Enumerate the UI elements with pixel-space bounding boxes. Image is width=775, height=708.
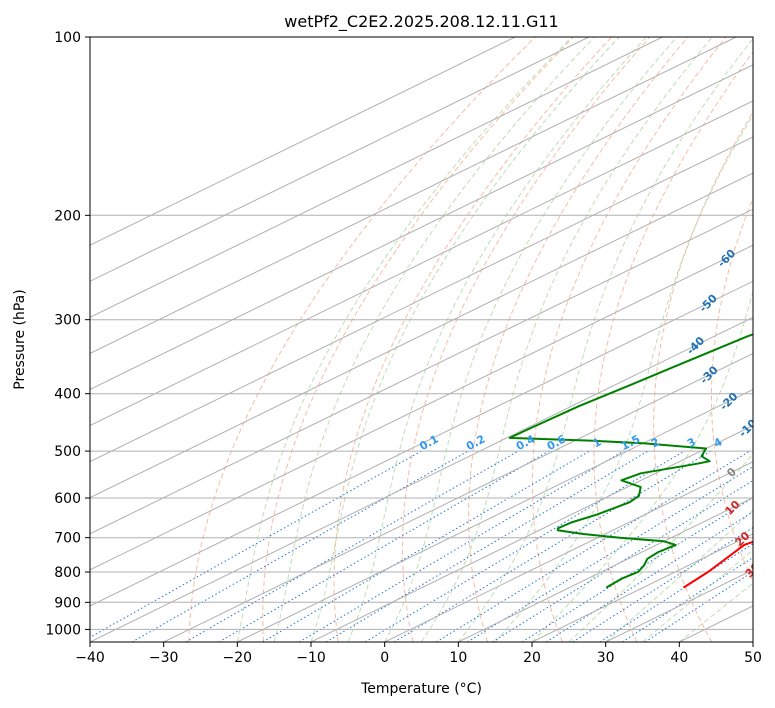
moist-adiabat <box>531 290 753 642</box>
moist-adiabat <box>457 37 753 642</box>
dry-adiabat <box>188 37 536 642</box>
mixing-ratio-line <box>492 479 753 642</box>
isotherm <box>90 316 753 642</box>
moist-adiabat <box>273 37 595 642</box>
isotherm <box>163 352 753 642</box>
y-tick-label: 500 <box>54 444 81 460</box>
y-axis-label: Pressure (hPa) <box>12 289 28 389</box>
dry-adiabat <box>333 37 612 642</box>
y-tick-label: 100 <box>54 30 81 46</box>
isotherm <box>90 208 753 535</box>
dry-adiabat <box>593 51 753 642</box>
x-tick-label: −40 <box>75 650 105 666</box>
mixing-ratio-line <box>90 450 422 638</box>
dry-adiabat <box>653 110 753 642</box>
mixing-ratio-line <box>218 450 550 642</box>
isotherm <box>90 100 753 427</box>
isotherm <box>90 280 753 607</box>
isotherm <box>310 425 753 642</box>
isotherm <box>90 136 753 463</box>
mixing-ratio-line <box>599 543 753 642</box>
dry-adiabat <box>711 196 753 583</box>
dry-adiabat <box>262 37 574 642</box>
mixing-ratio-label: 6 <box>750 435 763 450</box>
x-tick-label: 50 <box>744 650 762 666</box>
isotherm <box>90 37 663 318</box>
mixing-ratio-line <box>298 450 624 642</box>
mixing-ratio-line <box>436 450 751 642</box>
moist-adiabat <box>236 37 573 642</box>
x-tick-label: −10 <box>296 650 326 666</box>
isotherm <box>90 37 516 246</box>
x-tick-label: 30 <box>597 650 615 666</box>
y-tick-label: 900 <box>54 595 81 611</box>
isotherm <box>90 37 590 282</box>
isotherm <box>90 244 753 571</box>
isotherm <box>237 388 753 642</box>
x-tick-label: 0 <box>380 650 389 666</box>
y-tick-label: 1000 <box>45 622 81 638</box>
dry-adiabat <box>468 37 689 642</box>
moist-adiabat <box>494 114 753 642</box>
x-tick-label: 40 <box>670 650 688 666</box>
x-tick-label: 20 <box>523 650 541 666</box>
isotherm <box>531 533 753 642</box>
moist-adiabat <box>384 37 678 642</box>
moist-adiabat <box>421 37 713 642</box>
moist-adiabat <box>568 452 753 642</box>
isotherm <box>90 37 737 354</box>
isotherm <box>384 461 753 642</box>
dry-adiabat <box>531 37 727 642</box>
y-tick-label: 700 <box>54 531 81 547</box>
x-tick-label: 10 <box>449 650 467 666</box>
dry-adiabat <box>401 37 651 642</box>
chart-title: wetPf2_C2E2.2025.208.12.11.G11 <box>284 12 558 32</box>
plot-frame <box>89 36 754 643</box>
moist-adiabat <box>679 582 753 642</box>
mixing-ratio-line <box>131 450 469 642</box>
moist-adiabat <box>642 549 753 642</box>
dewpoint-profile-line <box>508 333 753 589</box>
x-tick-label: −20 <box>223 650 253 666</box>
moist-adiabat <box>347 37 647 642</box>
mixing-ratio-line <box>467 465 753 642</box>
isotherm <box>90 172 753 499</box>
y-tick-label: 800 <box>54 565 81 581</box>
y-tick-label: 600 <box>54 491 81 507</box>
x-axis-label: Temperature (°C) <box>360 681 482 697</box>
isotherm <box>90 64 753 391</box>
mixing-ratio-line <box>393 450 712 642</box>
y-tick-label: 300 <box>54 313 81 329</box>
isotherm-label: 30 <box>743 560 763 580</box>
x-tick-label: −30 <box>149 650 179 666</box>
y-tick-label: 400 <box>54 387 81 403</box>
y-tick-label: 200 <box>54 208 81 224</box>
mixing-ratio-line <box>262 450 590 642</box>
